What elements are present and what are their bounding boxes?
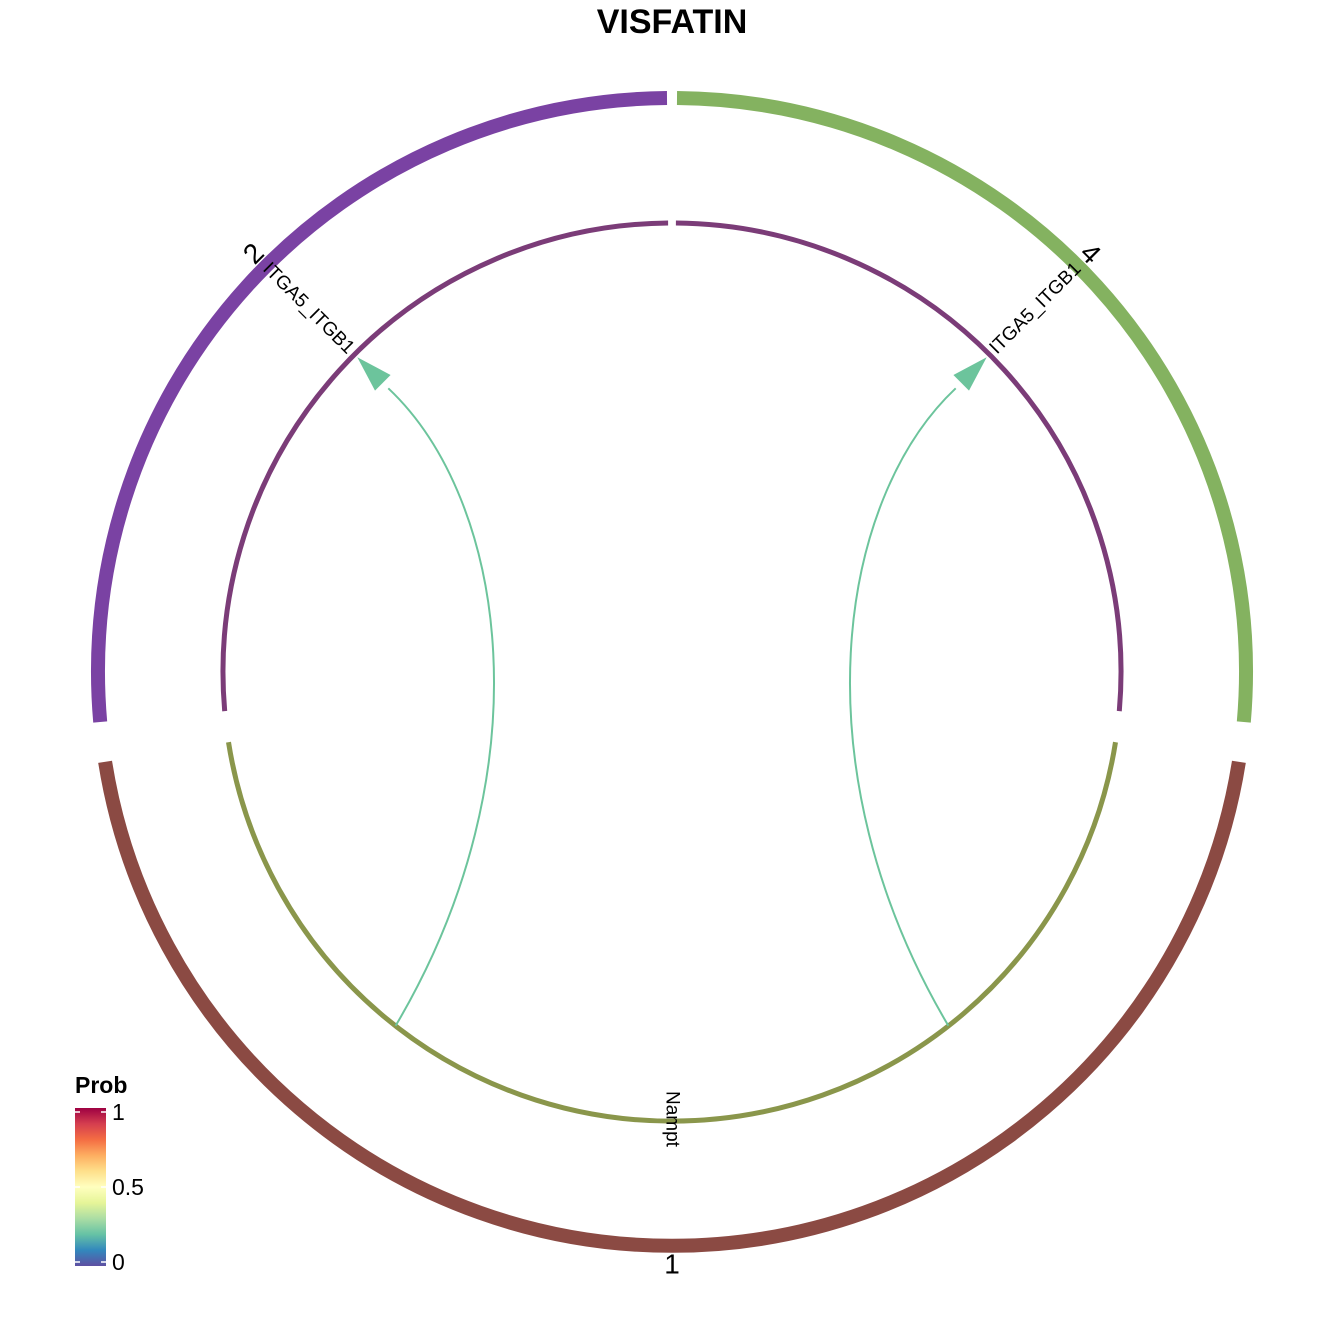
- links-layer: [357, 357, 987, 1027]
- sector-label-1: 1: [664, 1249, 680, 1280]
- legend-tick-label: 1: [112, 1099, 125, 1125]
- gene-label-2: ITGA5_ITGB1: [258, 258, 358, 358]
- legend-ticks: 10.50: [75, 1099, 144, 1275]
- gene-track-ring: [220, 220, 1124, 1124]
- sector-arc-4: [676, 91, 1253, 723]
- legend-title: Prob: [75, 1072, 127, 1098]
- link-1-to-2: [387, 387, 495, 1027]
- link-1-to-4: [849, 387, 957, 1027]
- sector-arc-1: [98, 760, 1246, 1253]
- gene-label-4: ITGA5_ITGB1: [986, 258, 1086, 358]
- gene-track-2: [220, 220, 669, 712]
- legend-colorbar: [75, 1108, 106, 1266]
- gene-label-1: Nampt: [662, 1091, 683, 1148]
- prob-legend: Prob 10.50: [75, 1072, 144, 1275]
- gene-track-4: [675, 220, 1124, 712]
- sector-ring: [91, 91, 1253, 1253]
- arrowhead-4: [953, 357, 987, 391]
- arrowhead-2: [357, 357, 391, 391]
- gene-track-1: [226, 741, 1118, 1124]
- sector-arc-2: [91, 91, 668, 723]
- diagram-title: VISFATIN: [597, 3, 748, 41]
- legend-tick-label: 0.5: [112, 1174, 144, 1200]
- legend-tick-label: 0: [112, 1249, 125, 1275]
